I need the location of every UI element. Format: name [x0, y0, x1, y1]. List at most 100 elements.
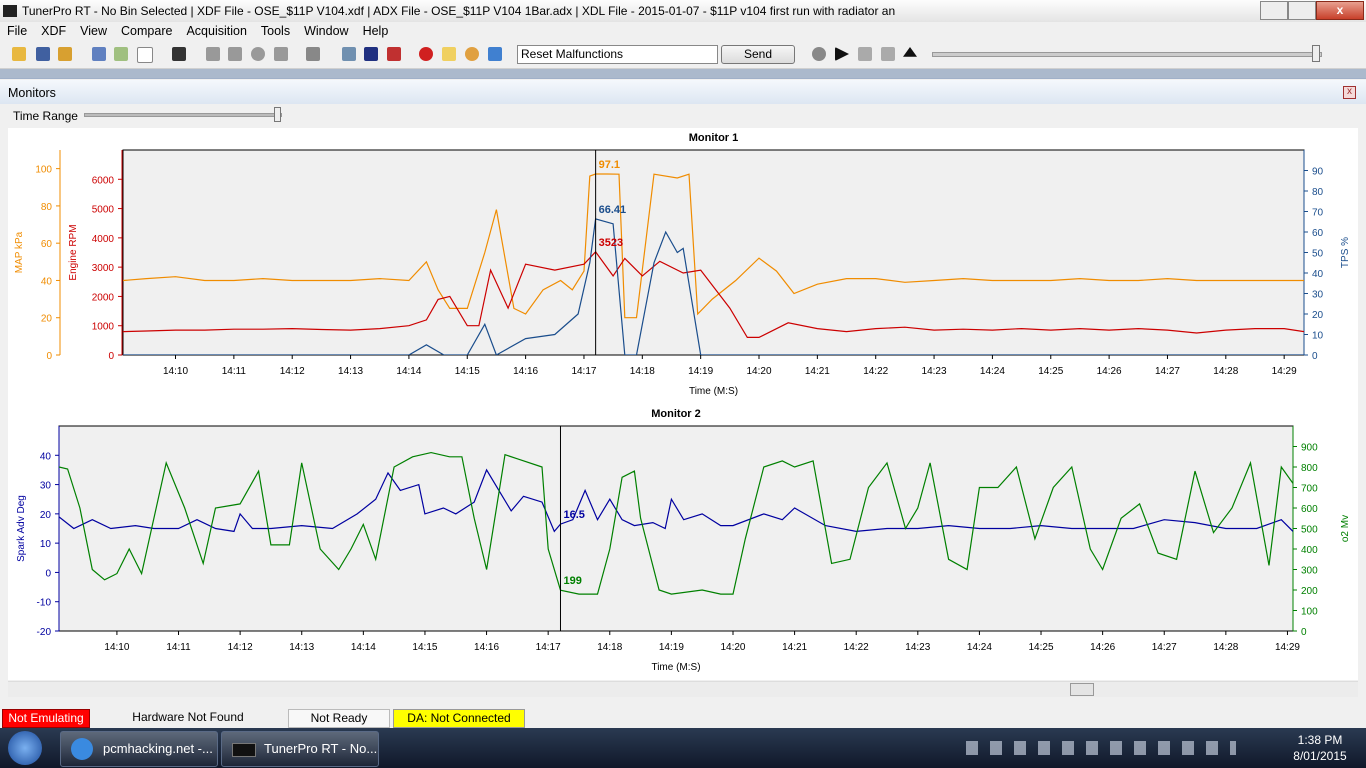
slider-thumb[interactable]	[1312, 45, 1320, 62]
x-tick-label: 14:13	[289, 642, 314, 653]
record[interactable]	[812, 47, 826, 61]
x-tick-label: 14:12	[228, 642, 253, 653]
y-tick-label: 40	[1312, 269, 1324, 280]
status-da: DA: Not Connected	[393, 709, 525, 728]
tool-icon[interactable]	[36, 47, 50, 61]
y-tick-label: 3000	[92, 263, 115, 274]
menu-item[interactable]: Window	[304, 24, 349, 38]
y-tick-label: 80	[41, 202, 53, 213]
tool-icon[interactable]	[387, 47, 401, 61]
y-tick-label: 5000	[92, 205, 115, 216]
menu-item[interactable]: XDF	[41, 24, 67, 38]
status-ready: Not Ready	[288, 709, 390, 728]
tray-icons[interactable]	[966, 741, 1236, 755]
menu-item[interactable]: View	[80, 24, 108, 38]
menu-item[interactable]: Acquisition	[186, 24, 247, 38]
taskbar: pcmhacking.net -... TunerPro RT - No... …	[0, 728, 1366, 768]
ie-icon	[71, 738, 93, 760]
play[interactable]	[835, 47, 849, 61]
series-line	[123, 218, 1304, 355]
x-tick-label: 14:21	[805, 366, 830, 377]
y-tick-label: 90	[1312, 167, 1324, 178]
dropdown[interactable]: Reset Malfunctions	[517, 45, 718, 64]
y-tick-label: 1000	[92, 322, 115, 333]
tool-icon[interactable]	[465, 47, 479, 61]
start-button[interactable]	[8, 731, 42, 765]
tool-icon[interactable]	[137, 47, 153, 63]
scroll-thumb[interactable]	[1070, 683, 1094, 696]
send-button[interactable]: Send	[721, 45, 795, 64]
cursor-value: 97.1	[599, 159, 620, 171]
cursor-value: 16.5	[563, 509, 584, 521]
eject[interactable]	[903, 47, 917, 57]
tool-icon[interactable]	[364, 47, 378, 61]
plot-area	[122, 149, 1305, 356]
series-line	[59, 451, 1293, 595]
menu-item[interactable]: Compare	[121, 24, 173, 38]
tool-icon[interactable]	[442, 47, 456, 61]
chart-area: Monitor 1 Time (M:S) 14:10 14:11 14:12 14:13 1…	[8, 128, 1358, 680]
app-icon	[232, 743, 256, 757]
y-axis-title: Engine RPM	[68, 224, 79, 280]
tool-icon[interactable]	[488, 47, 502, 61]
y-tick-label: 10	[40, 539, 52, 550]
tool-icon[interactable]	[172, 47, 186, 61]
menu-bar: File XDF View Compare Acquisition Tools Window…	[0, 22, 1366, 40]
status-bar: Not Emulating Hardware Not Found Not Rea…	[0, 706, 1366, 728]
x-tick-label: 14:11	[166, 642, 191, 653]
x-tick-label: 14:18	[597, 642, 622, 653]
time-range-thumb[interactable]	[274, 107, 281, 122]
tool-icon[interactable]	[206, 47, 220, 61]
series-line	[123, 250, 1304, 338]
y-tick-label: -20	[37, 627, 52, 638]
y-tick-label: 0	[1312, 351, 1318, 362]
y-tick-label: 0	[1301, 627, 1307, 638]
series-line	[123, 173, 1304, 319]
cursor-value: 199	[563, 575, 581, 587]
maximize[interactable]	[1288, 1, 1316, 20]
x-tick-label: 14:14	[351, 642, 376, 653]
x-tick-label: 14:12	[280, 366, 305, 377]
tool-icon[interactable]	[251, 47, 265, 61]
x-tick-label: 14:19	[688, 366, 713, 377]
app-icon	[3, 5, 17, 17]
taskbar-item[interactable]: TunerPro RT - No...	[221, 731, 379, 767]
window-title: TunerPro RT - No Bin Selected | XDF File…	[22, 4, 896, 18]
scrollbar	[8, 681, 1358, 697]
y-tick-label: 0	[46, 351, 52, 362]
status-emulation: Not Emulating	[2, 709, 90, 728]
y-tick-label: 30	[40, 481, 52, 492]
stop[interactable]	[881, 47, 895, 61]
close[interactable]: x	[1316, 1, 1364, 20]
x-axis-title: Time (M:S)	[651, 662, 700, 673]
tool-icon[interactable]	[114, 47, 128, 61]
tool-icon[interactable]	[228, 47, 242, 61]
tool-icon[interactable]	[92, 47, 106, 61]
chart-title: Monitor 1	[689, 132, 739, 144]
x-tick-label: 14:23	[922, 366, 947, 377]
panel-close[interactable]: x	[1343, 86, 1356, 99]
y-tick-label: 900	[1301, 443, 1318, 454]
minimize[interactable]	[1260, 1, 1288, 20]
tool-icon[interactable]	[12, 47, 26, 61]
time-range-track	[84, 113, 282, 117]
y-tick-label: 60	[41, 239, 53, 250]
tool-icon[interactable]	[274, 47, 288, 61]
x-tick-label: 14:25	[1038, 366, 1063, 377]
panel-header: Monitors x	[0, 80, 1366, 104]
x-tick-label: 14:26	[1090, 642, 1115, 653]
menu-item[interactable]: Tools	[260, 24, 291, 38]
menu-item[interactable]: File	[7, 24, 28, 38]
x-tick-label: 14:27	[1155, 366, 1180, 377]
x-tick-label: 14:17	[536, 642, 561, 653]
taskbar-item[interactable]: pcmhacking.net -...	[60, 731, 218, 767]
tool-icon[interactable]	[306, 47, 320, 61]
menu-item[interactable]: Help	[362, 24, 389, 38]
pause[interactable]	[858, 47, 872, 61]
tool-icon[interactable]	[58, 47, 72, 61]
series-line	[59, 468, 1293, 533]
tool-icon[interactable]	[342, 47, 356, 61]
tool-icon[interactable]	[419, 47, 433, 61]
x-tick-label: 14:20	[746, 366, 771, 377]
